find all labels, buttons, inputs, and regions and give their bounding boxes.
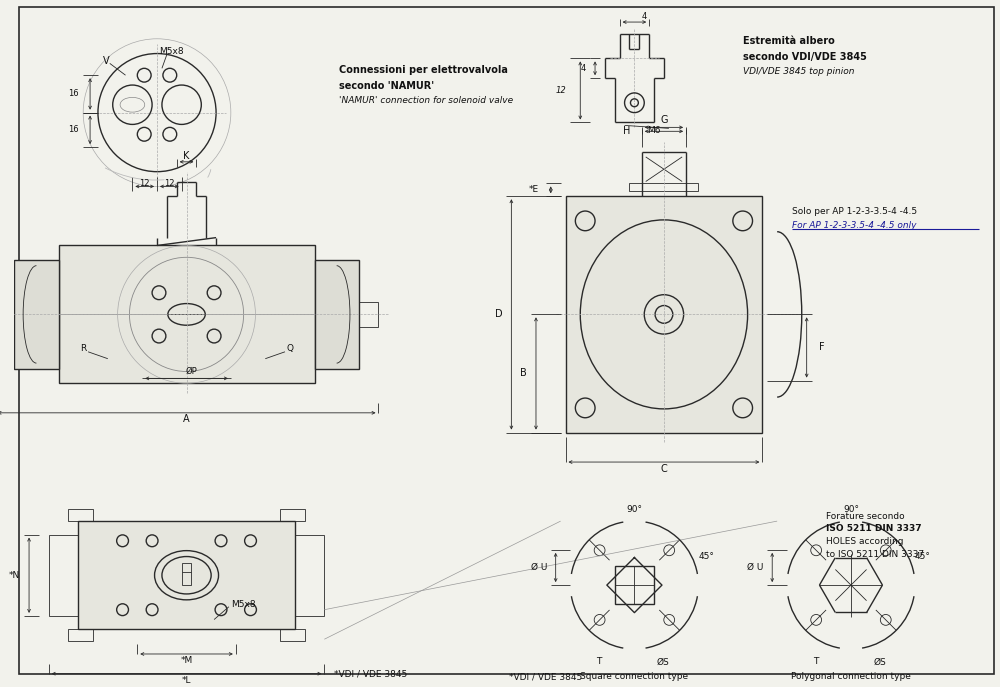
Text: to ISO 5211 DIN 3337: to ISO 5211 DIN 3337 xyxy=(826,550,924,559)
Text: D: D xyxy=(495,309,502,319)
Text: 4: 4 xyxy=(642,12,647,21)
Wedge shape xyxy=(787,521,851,585)
Text: ISO 5211 DIN 3337: ISO 5211 DIN 3337 xyxy=(826,524,922,534)
Text: secondo 'NAMUR': secondo 'NAMUR' xyxy=(339,81,434,91)
Text: M6: M6 xyxy=(647,126,661,135)
Text: HOLES according: HOLES according xyxy=(826,537,904,546)
Text: M5x8: M5x8 xyxy=(231,600,255,609)
Text: K: K xyxy=(183,151,190,161)
Bar xyxy=(280,509,305,521)
Bar xyxy=(0,302,14,327)
Bar xyxy=(14,260,59,368)
Text: T: T xyxy=(597,657,602,666)
Text: 12: 12 xyxy=(555,86,566,95)
Text: 12: 12 xyxy=(164,179,175,188)
Wedge shape xyxy=(571,521,634,585)
Bar xyxy=(280,629,305,641)
Bar xyxy=(182,563,191,585)
Text: Solo per AP 1-2-3-3.5-4 -4.5: Solo per AP 1-2-3-3.5-4 -4.5 xyxy=(792,207,917,216)
Wedge shape xyxy=(787,585,851,649)
Text: Forature secondo: Forature secondo xyxy=(826,512,905,521)
Text: Ø U: Ø U xyxy=(531,563,547,572)
Text: ØS: ØS xyxy=(657,657,670,666)
Text: Connessioni per elettrovalvola: Connessioni per elettrovalvola xyxy=(339,65,508,76)
Text: 16: 16 xyxy=(68,125,79,135)
Text: Polygonal connection type: Polygonal connection type xyxy=(791,672,911,681)
Wedge shape xyxy=(571,585,634,649)
Bar xyxy=(49,534,78,616)
Text: 45°: 45° xyxy=(698,552,714,561)
Text: Estremità albero: Estremità albero xyxy=(743,36,834,46)
Text: For AP 1-2-3-3.5-4 -4.5 only: For AP 1-2-3-3.5-4 -4.5 only xyxy=(792,221,916,230)
Text: A: A xyxy=(183,414,190,424)
Text: Ø U: Ø U xyxy=(747,563,764,572)
Text: *M: *M xyxy=(180,656,193,666)
Bar xyxy=(78,521,295,629)
Text: *L: *L xyxy=(182,676,191,685)
Text: T: T xyxy=(813,657,818,666)
Text: ØS: ØS xyxy=(873,657,886,666)
Text: G: G xyxy=(660,115,668,126)
Text: 16: 16 xyxy=(68,89,79,98)
Bar xyxy=(359,302,378,327)
Text: 90°: 90° xyxy=(626,505,642,514)
Text: VDI/VDE 3845 top pinion: VDI/VDE 3845 top pinion xyxy=(743,67,854,76)
Bar xyxy=(615,566,654,605)
Text: V: V xyxy=(103,56,110,67)
Wedge shape xyxy=(634,521,698,585)
Text: B: B xyxy=(520,368,527,379)
Text: *E: *E xyxy=(529,185,539,194)
Text: C: C xyxy=(661,464,667,474)
Text: *VDI / VDE 3845: *VDI / VDE 3845 xyxy=(334,669,407,678)
Wedge shape xyxy=(634,585,698,649)
Text: R: R xyxy=(80,344,86,353)
Bar xyxy=(68,509,93,521)
Bar xyxy=(629,183,698,192)
Text: M5x8: M5x8 xyxy=(159,47,184,56)
Text: 45°: 45° xyxy=(915,552,931,561)
Bar xyxy=(295,534,324,616)
Text: secondo VDI/VDE 3845: secondo VDI/VDE 3845 xyxy=(743,52,867,62)
Text: *N: *N xyxy=(9,571,20,580)
Text: 90°: 90° xyxy=(843,505,859,514)
Text: *VDI / VDE 3845: *VDI / VDE 3845 xyxy=(509,672,582,681)
Bar xyxy=(566,196,762,433)
Text: Q: Q xyxy=(286,344,293,353)
Wedge shape xyxy=(851,585,915,649)
Bar xyxy=(59,245,315,383)
Bar xyxy=(315,260,359,368)
Text: 12: 12 xyxy=(139,179,150,188)
Text: H: H xyxy=(623,126,631,136)
Text: ØP: ØP xyxy=(186,367,197,376)
Text: 4: 4 xyxy=(581,64,586,73)
Text: 'NAMUR' connection for solenoid valve: 'NAMUR' connection for solenoid valve xyxy=(339,96,513,105)
Bar xyxy=(68,629,93,641)
Text: F: F xyxy=(819,342,824,352)
Text: Square connection type: Square connection type xyxy=(580,672,688,681)
Wedge shape xyxy=(851,521,915,585)
